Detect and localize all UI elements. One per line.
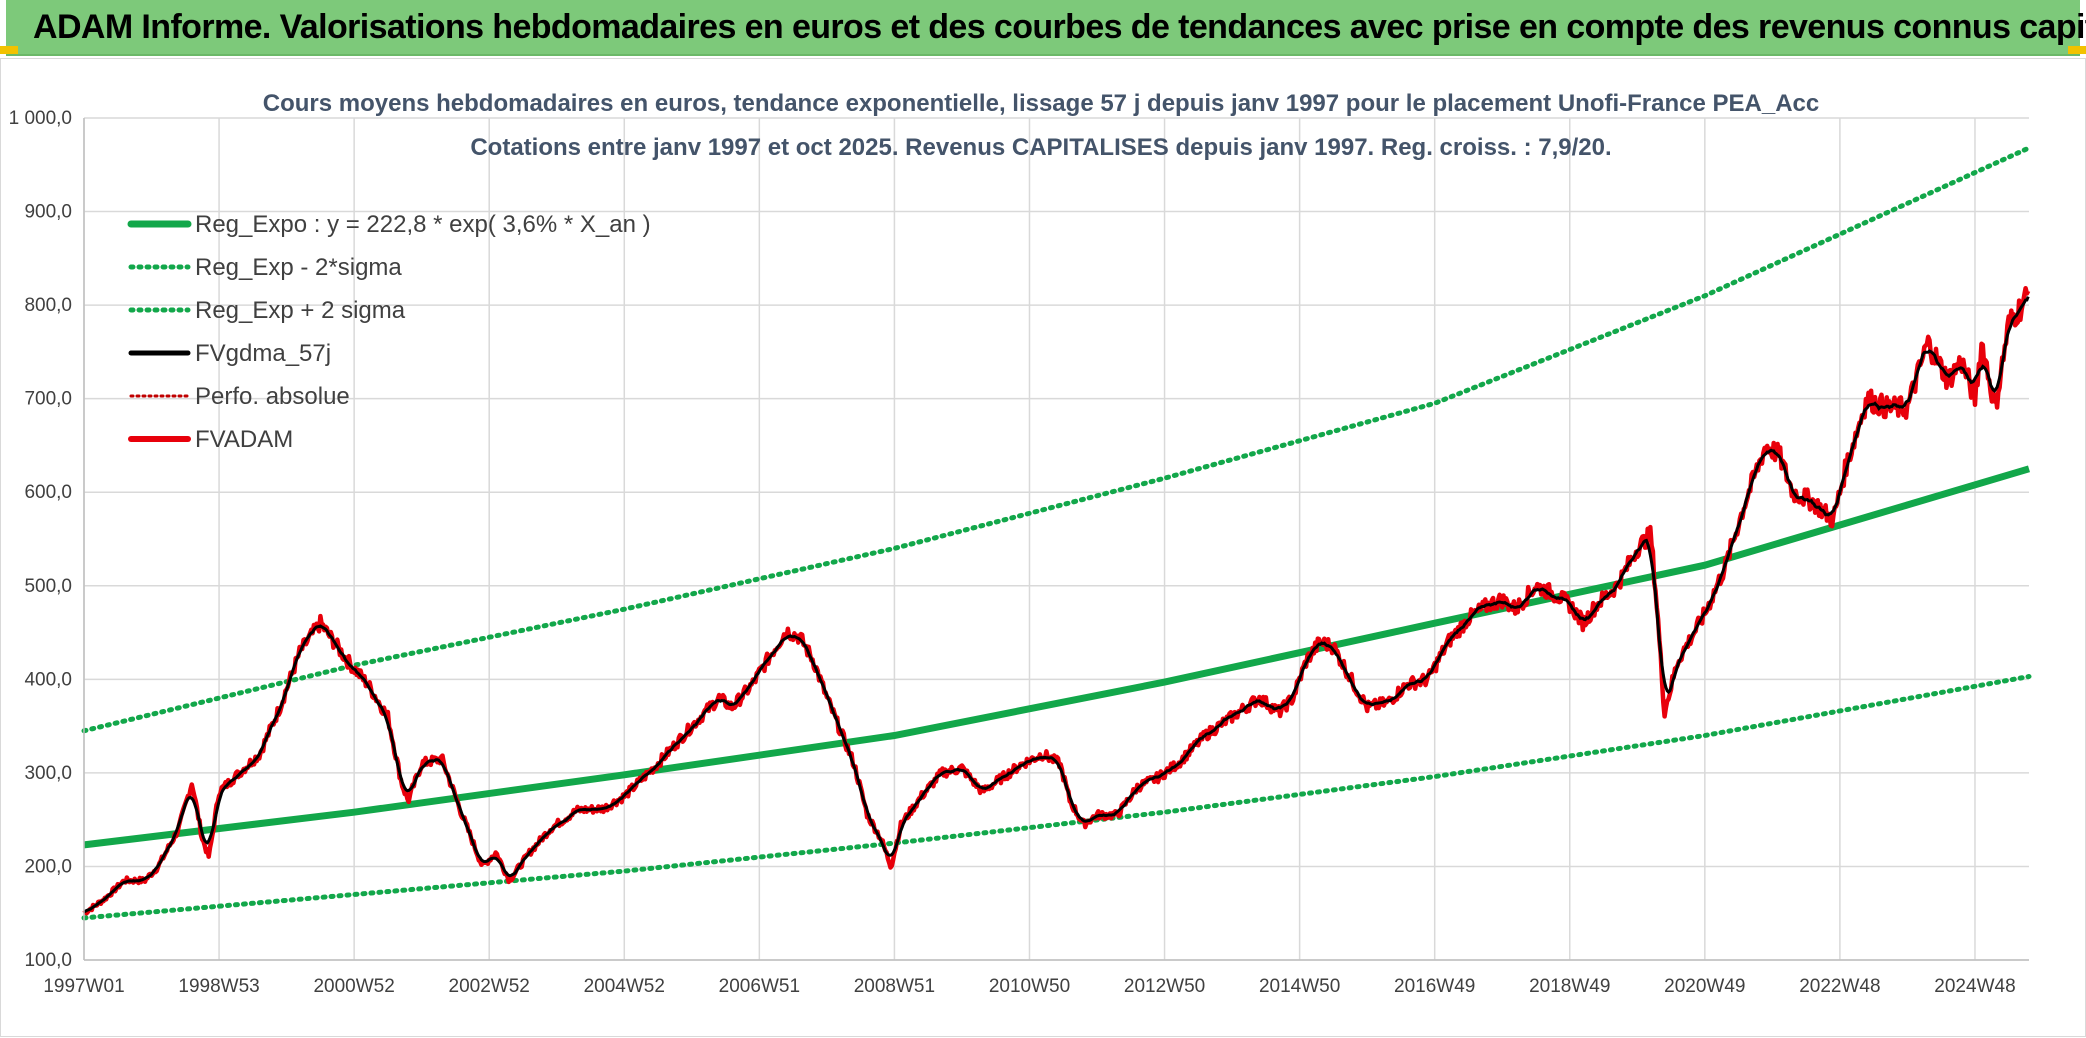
chart-area: Cours moyens hebdomadaires en euros, ten… bbox=[0, 58, 2086, 1037]
legend-label: FVADAM bbox=[195, 426, 293, 453]
y-tick-label: 900,0 bbox=[24, 202, 72, 223]
corner-marker-right bbox=[2068, 46, 2086, 54]
x-tick-label: 2008W51 bbox=[854, 976, 935, 997]
chart-title-line: Cours moyens hebdomadaires en euros, ten… bbox=[263, 90, 1820, 117]
legend-label: Reg_Exp - 2*sigma bbox=[195, 254, 402, 281]
legend-label: FVgdma_57j bbox=[195, 340, 331, 367]
y-tick-label: 500,0 bbox=[24, 576, 72, 597]
x-tick-label: 2012W50 bbox=[1124, 976, 1205, 997]
x-tick-label: 2016W49 bbox=[1394, 976, 1475, 997]
x-tick-label: 2020W49 bbox=[1664, 976, 1745, 997]
x-tick-label: 2010W50 bbox=[989, 976, 1070, 997]
x-tick-label: 2006W51 bbox=[719, 976, 800, 997]
x-tick-label: 2014W50 bbox=[1259, 976, 1340, 997]
report-title: ADAM Informe. Valorisations hebdomadaire… bbox=[33, 8, 2086, 46]
x-tick-label: 2002W52 bbox=[449, 976, 530, 997]
y-tick-label: 1 000,0 bbox=[9, 108, 72, 129]
y-tick-label: 600,0 bbox=[24, 482, 72, 503]
axes: 100,0 200,0 300,0 400,0 500,0 600,0 700,0 800,0… bbox=[9, 108, 2029, 997]
legend: Reg_Expo : y = 222,8 * exp( 3,6% * X_an … bbox=[127, 211, 651, 453]
lower-sigma-band-line bbox=[81, 674, 2032, 921]
legend-label: Reg_Exp + 2 sigma bbox=[195, 297, 406, 324]
y-tick-label: 800,0 bbox=[24, 295, 72, 316]
gridlines bbox=[83, 117, 2029, 961]
x-tick-label: 2004W52 bbox=[584, 976, 665, 997]
y-tick-label: 700,0 bbox=[24, 389, 72, 410]
y-tick-label: 300,0 bbox=[24, 763, 72, 784]
legend-label: Reg_Expo : y = 222,8 * exp( 3,6% * X_an … bbox=[195, 211, 651, 238]
y-tick-label: 200,0 bbox=[24, 856, 72, 877]
y-tick-label: 400,0 bbox=[24, 669, 72, 690]
series-group bbox=[81, 145, 2032, 921]
corner-marker-left bbox=[0, 46, 18, 54]
chart-title: Cours moyens hebdomadaires en euros, ten… bbox=[263, 90, 1820, 161]
report-banner: ADAM Informe. Valorisations hebdomadaire… bbox=[6, 0, 2086, 56]
x-tick-label: 2024W48 bbox=[1934, 976, 2015, 997]
x-tick-label: 1997W01 bbox=[43, 976, 124, 997]
price-series-line bbox=[82, 285, 2031, 916]
regression-line bbox=[83, 465, 2030, 849]
x-tick-label: 2022W48 bbox=[1799, 976, 1880, 997]
chart-title-line: Cotations entre janv 1997 et oct 2025. R… bbox=[470, 134, 1611, 161]
smoothed-series-line bbox=[83, 296, 2030, 913]
upper-sigma-band-line bbox=[81, 145, 2032, 734]
x-tick-label: 1998W53 bbox=[178, 976, 259, 997]
y-tick-label: 100,0 bbox=[24, 950, 72, 971]
line-chart: Cours moyens hebdomadaires en euros, ten… bbox=[9, 90, 2032, 997]
legend-label: Perfo. absolue bbox=[195, 383, 350, 410]
x-tick-label: 2018W49 bbox=[1529, 976, 1610, 997]
x-tick-label: 2000W52 bbox=[313, 976, 394, 997]
